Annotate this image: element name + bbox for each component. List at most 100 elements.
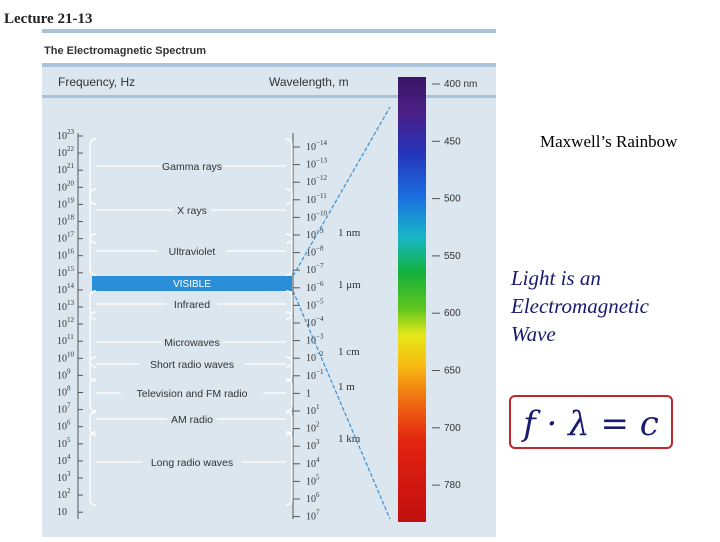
band-bracket [285, 233, 293, 276]
frequency-tick: 10 [57, 507, 67, 518]
frequency-tick: 1014 [57, 282, 75, 296]
band-bracket [285, 378, 293, 412]
frequency-tick: 1021 [57, 162, 75, 176]
band-bracket [89, 411, 97, 436]
band-bracket [89, 311, 97, 368]
em-spectrum-figure: The Electromagnetic Spectrum Frequency, H… [40, 29, 498, 537]
band-bracket [285, 431, 293, 506]
band-label: AM radio [171, 414, 213, 426]
frequency-tick: 106 [57, 419, 71, 433]
frequency-tick: 1015 [57, 265, 75, 279]
header-bar [42, 29, 496, 33]
nm-label: 650 [444, 366, 461, 377]
band-label-visible: VISIBLE [173, 279, 211, 290]
slogan-line-1: Light is an [511, 266, 601, 290]
frequency-tick: 1011 [57, 333, 74, 347]
wavelength-tick: 10−3 [306, 333, 324, 347]
length-mark: 1 nm [338, 227, 361, 239]
band-bracket [89, 188, 97, 244]
band-label: X rays [177, 205, 207, 217]
length-mark: 1 cm [338, 346, 360, 358]
visible-band [92, 276, 292, 291]
slogan-line-2: Electromagnetic [511, 294, 650, 318]
band-label: Short radio waves [150, 359, 234, 371]
wavelength-tick: 104 [306, 456, 320, 470]
band-bracket [285, 290, 293, 320]
wavelength-tick: 10−9 [306, 227, 324, 241]
nm-label: 780 [444, 480, 461, 491]
frequency-tick: 1016 [57, 248, 75, 262]
wavelength-tick: 1 [306, 388, 311, 399]
band-label: Ultraviolet [169, 246, 216, 258]
band-label-bg [161, 334, 223, 348]
frequency-tick: 1020 [57, 179, 75, 193]
nm-label: 500 [444, 194, 461, 205]
formula-box: f · λ = c [509, 395, 673, 449]
spectrum-diagram: The Electromagnetic Spectrum Frequency, H… [40, 29, 498, 537]
wavelength-tick: 103 [306, 438, 320, 452]
wavelength-tick: 106 [306, 491, 320, 505]
band-label-bg [139, 356, 245, 370]
wavelength-tick: 10−7 [306, 262, 324, 276]
visible-spectrum-bar [398, 77, 426, 522]
wavelength-tick: 10−6 [306, 280, 324, 294]
band-bracket [89, 138, 97, 205]
band-bracket [89, 233, 97, 276]
band-label-bg [157, 243, 227, 257]
nm-label: 550 [444, 251, 461, 262]
side-title: Maxwell’s Rainbow [540, 132, 678, 151]
wavelength-tick: 101 [306, 403, 320, 417]
figure-background [42, 67, 496, 537]
wavelength-tick: 10−10 [306, 209, 327, 223]
band-label-bg [167, 411, 217, 425]
wavelength-tick: 10−1 [306, 368, 324, 382]
frequency-tick: 108 [57, 385, 71, 399]
band-label-bg [161, 158, 223, 172]
frequency-tick: 1010 [57, 350, 75, 364]
length-mark: 1 m [338, 381, 355, 393]
wavelength-tick: 10−13 [306, 157, 327, 171]
band-label: Microwaves [164, 337, 219, 349]
frequency-tick: 1023 [57, 128, 75, 142]
wavelength-tick: 102 [306, 421, 320, 435]
frequency-tick: 102 [57, 487, 71, 501]
band-label-bg [173, 202, 211, 216]
length-mark: 1 μm [338, 279, 361, 291]
wavelength-tick: 10−5 [306, 297, 324, 311]
wavelength-tick: 10−14 [306, 139, 327, 153]
nm-label: 450 [444, 136, 461, 147]
nm-label: 700 [444, 423, 461, 434]
band-bracket [285, 138, 293, 205]
frequency-tick: 1022 [57, 145, 75, 159]
frequency-header: Frequency, Hz [58, 75, 135, 89]
frequency-tick: 107 [57, 402, 71, 416]
frequency-tick: 109 [57, 367, 71, 381]
band-label-bg [167, 296, 217, 310]
band-label: Infrared [174, 299, 210, 311]
diagonal-line-top [292, 106, 391, 277]
wavelength-tick: 10−11 [306, 192, 327, 206]
slogan-line-3: Wave [511, 322, 556, 346]
band-bracket [89, 378, 97, 412]
band-label-bg [120, 385, 264, 399]
wavelength-tick: 10−4 [306, 315, 324, 329]
frequency-tick: 1012 [57, 316, 75, 330]
lecture-label: Lecture 21-13 [4, 11, 93, 27]
frequency-tick: 104 [57, 453, 71, 467]
nm-label: 600 [444, 308, 461, 319]
band-label: Television and FM radio [137, 388, 248, 400]
frequency-tick: 103 [57, 470, 71, 484]
frequency-tick: 1018 [57, 214, 75, 228]
band-bracket [285, 411, 293, 436]
diagonal-line-bottom [292, 290, 391, 520]
formula-text: f · λ = c [520, 404, 659, 444]
frequency-tick: 1019 [57, 196, 75, 210]
band-bracket [285, 188, 293, 244]
band-label-bg [142, 454, 242, 468]
band-label: Gamma rays [162, 161, 222, 173]
wavelength-tick: 105 [306, 473, 320, 487]
wavelength-tick: 107 [306, 509, 320, 523]
wavelength-header: Wavelength, m [269, 75, 349, 89]
wavelength-tick: 10−8 [306, 245, 324, 259]
band-label: Long radio waves [151, 457, 233, 469]
